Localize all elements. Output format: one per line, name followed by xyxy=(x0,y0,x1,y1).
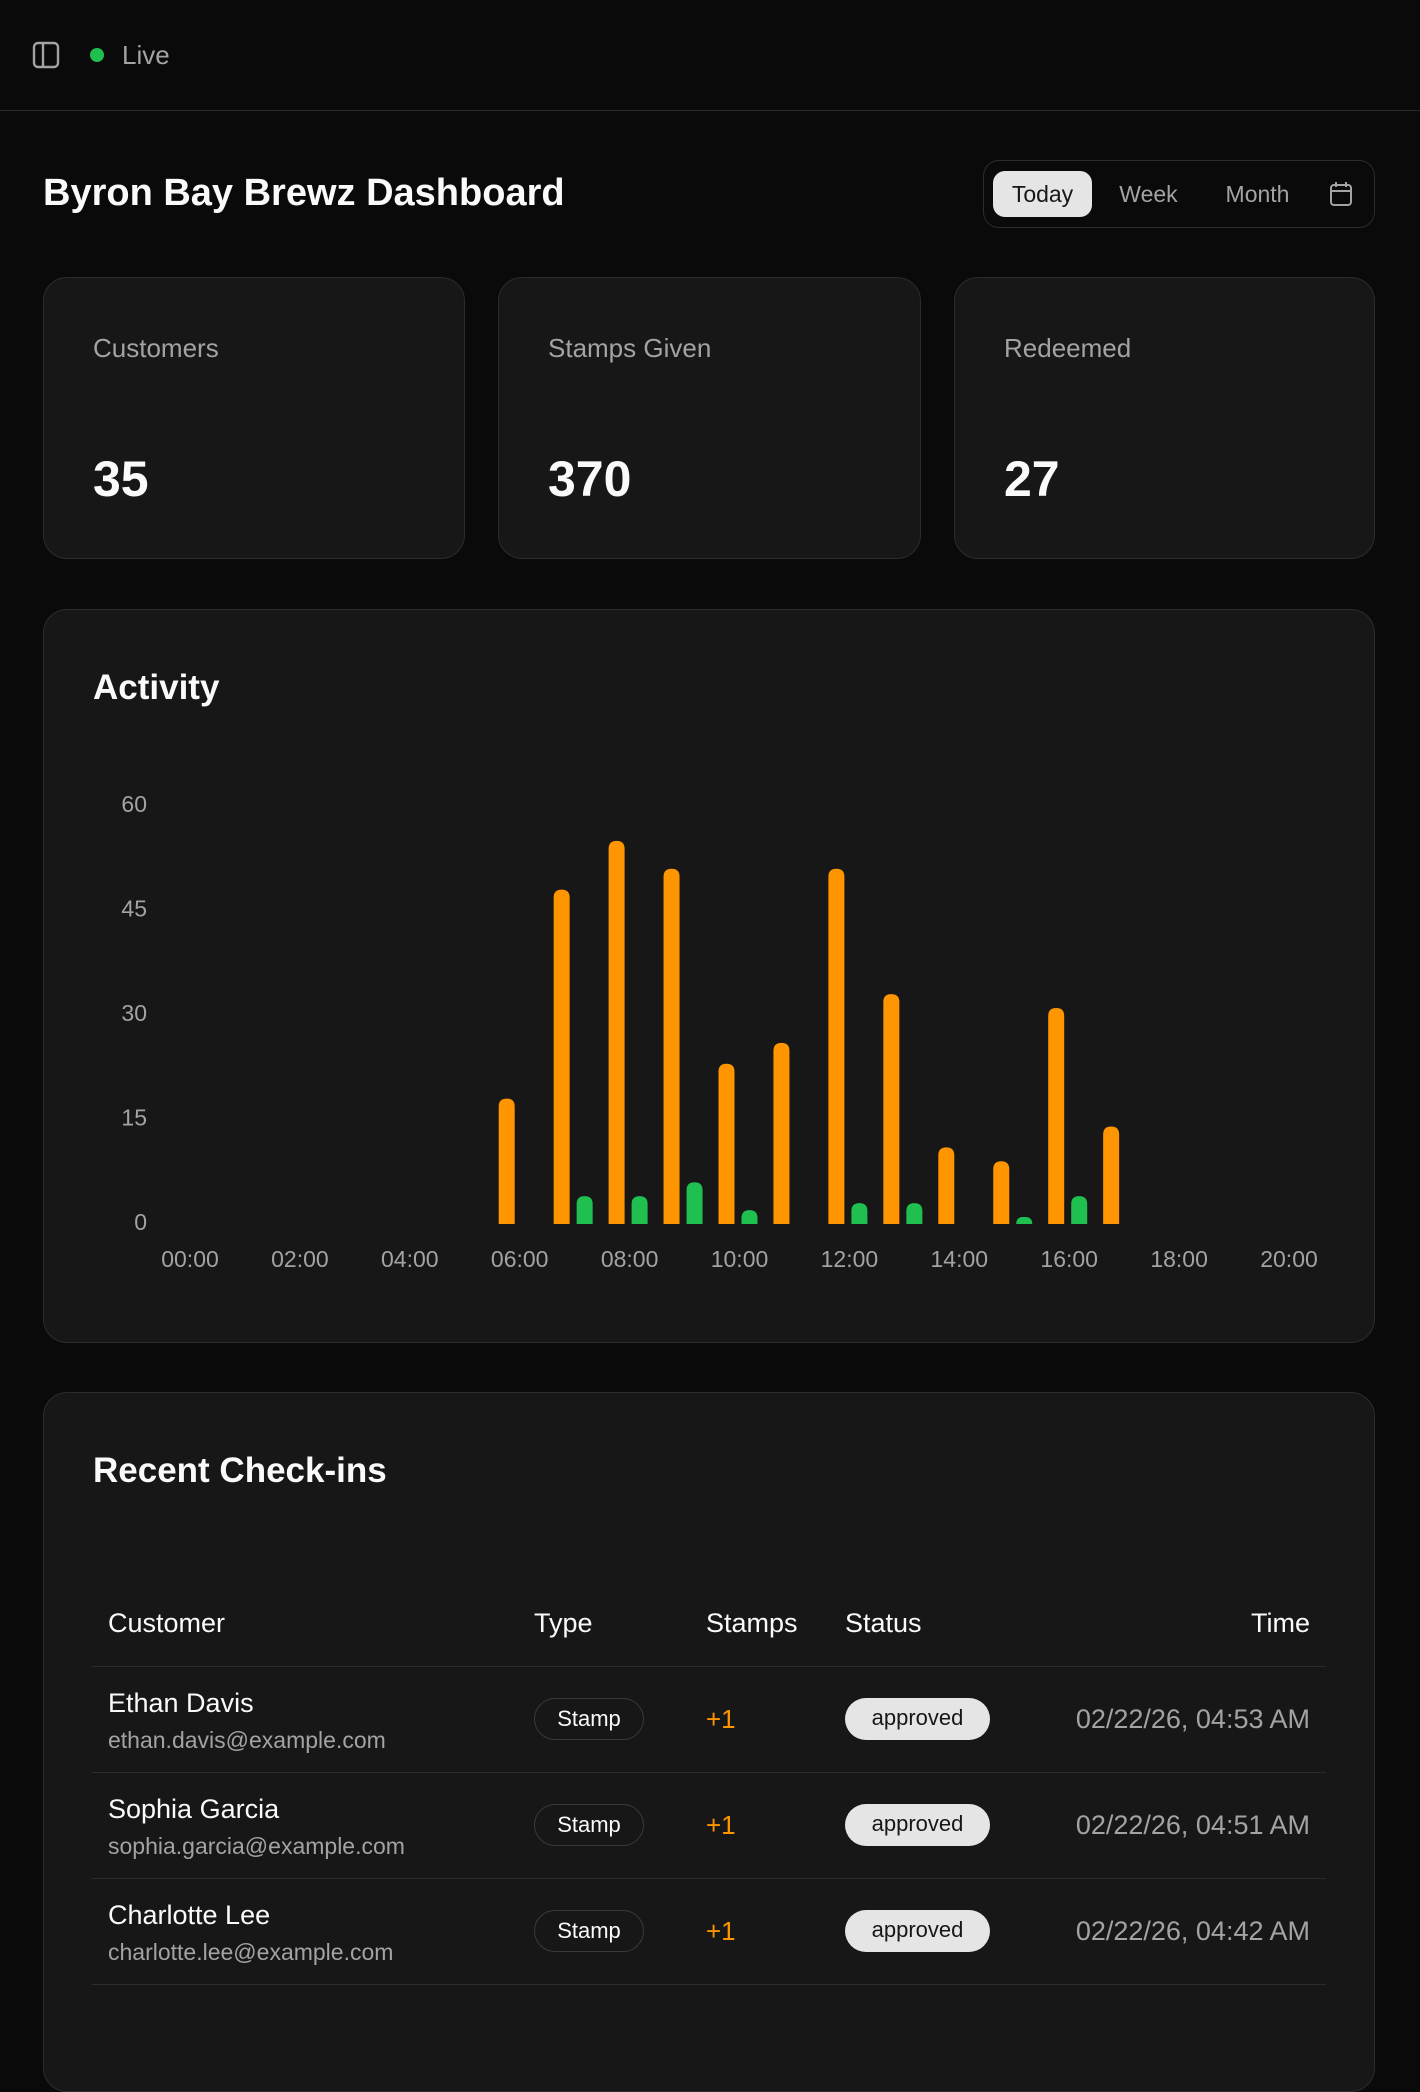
customer-name: Ethan Davis xyxy=(108,1688,254,1718)
bar xyxy=(1071,1196,1088,1224)
y-tick-label: 60 xyxy=(121,791,147,817)
x-tick-label: 08:00 xyxy=(601,1246,659,1272)
top-bar: Live xyxy=(0,0,1420,111)
stat-label: Redeemed xyxy=(1004,333,1132,363)
bar xyxy=(608,840,625,1224)
bar xyxy=(553,889,570,1224)
column-header: Time xyxy=(1251,1608,1310,1638)
bar xyxy=(498,1098,515,1224)
bar xyxy=(773,1042,790,1224)
y-tick-label: 30 xyxy=(121,1000,147,1026)
range-tab[interactable]: Today xyxy=(993,171,1092,217)
checkin-time: 02/22/26, 04:42 AM xyxy=(1075,1916,1310,1946)
x-tick-label: 14:00 xyxy=(931,1246,989,1272)
row-separator xyxy=(92,1772,1326,1773)
x-tick-label: 12:00 xyxy=(821,1246,879,1272)
status-chip: approved xyxy=(845,1910,990,1952)
dashboard-title: Byron Bay Brewz Dashboard xyxy=(43,172,565,214)
type-chip: Stamp xyxy=(534,1910,644,1952)
activity-chart: 0 15 30 45 60 00:00 02:00 04:00 06:00 08:00 10:00 1… xyxy=(121,791,1318,1272)
stamps-count: +1 xyxy=(706,1810,736,1840)
x-tick-label: 06:00 xyxy=(491,1246,549,1272)
column-header: Stamps xyxy=(706,1608,798,1638)
row-separator xyxy=(92,1984,1326,1985)
calendar-button[interactable] xyxy=(1329,181,1353,207)
stamps-count: +1 xyxy=(706,1704,736,1734)
column-header: Status xyxy=(845,1608,922,1638)
bar xyxy=(938,1147,955,1224)
live-dot xyxy=(90,48,104,62)
x-tick-label: 18:00 xyxy=(1150,1246,1208,1272)
bar xyxy=(576,1196,593,1224)
bar xyxy=(1048,1008,1065,1224)
stat-value: 35 xyxy=(93,451,149,507)
status-chip: approved xyxy=(845,1698,990,1740)
checkins-title: Recent Check-ins xyxy=(93,1451,387,1490)
bar xyxy=(906,1203,923,1224)
checkin-time: 02/22/26, 04:51 AM xyxy=(1075,1810,1310,1840)
stat-label: Stamps Given xyxy=(548,333,712,363)
status-chip: approved xyxy=(845,1804,990,1846)
column-header: Type xyxy=(534,1608,593,1638)
x-tick-label: 00:00 xyxy=(161,1246,219,1272)
row-separator xyxy=(92,1878,1326,1879)
y-tick-label: 15 xyxy=(121,1105,147,1131)
activity-card: Activity 0 15 30 45 60 00:00 02:00 04:00 06:00 08… xyxy=(43,609,1375,1343)
stamps-count: +1 xyxy=(706,1916,736,1946)
range-tab[interactable]: Month xyxy=(1225,181,1290,207)
stat-card: Redeemed 27 xyxy=(954,277,1375,559)
stat-value: 370 xyxy=(548,451,632,507)
bar xyxy=(1016,1217,1033,1224)
live-status: Live xyxy=(122,40,170,70)
type-chip: Stamp xyxy=(534,1698,644,1740)
stat-card: Customers 35 xyxy=(43,277,465,559)
bar xyxy=(851,1203,868,1224)
chart-title: Activity xyxy=(93,668,220,707)
bar xyxy=(686,1182,703,1224)
bar xyxy=(741,1210,758,1224)
customer-name: Charlotte Lee xyxy=(108,1900,271,1930)
bar xyxy=(663,868,680,1224)
x-tick-label: 16:00 xyxy=(1040,1246,1098,1272)
row-separator xyxy=(92,1666,1326,1667)
checkins-card: Recent Check-ins xyxy=(43,1392,1375,2092)
y-tick-label: 45 xyxy=(121,896,147,922)
x-tick-label: 04:00 xyxy=(381,1246,439,1272)
bar xyxy=(1103,1126,1120,1224)
stat-label: Customers xyxy=(93,333,219,363)
bar xyxy=(993,1161,1010,1224)
y-tick-label: 0 xyxy=(134,1209,147,1235)
bar xyxy=(631,1196,648,1224)
checkin-time: 02/22/26, 04:53 AM xyxy=(1075,1704,1310,1734)
stat-card: Stamps Given 370 xyxy=(498,277,921,559)
range-tab[interactable]: Week xyxy=(1119,181,1178,207)
x-tick-label: 20:00 xyxy=(1260,1246,1318,1272)
sidebar-toggle[interactable] xyxy=(32,41,60,69)
x-tick-label: 02:00 xyxy=(271,1246,329,1272)
bar xyxy=(883,994,900,1224)
bar xyxy=(718,1063,735,1224)
stat-value: 27 xyxy=(1004,451,1060,507)
x-tick-label: 10:00 xyxy=(711,1246,769,1272)
range-tabs xyxy=(983,160,1375,228)
type-chip: Stamp xyxy=(534,1804,644,1846)
customer-email: ethan.davis@example.com xyxy=(108,1727,386,1753)
column-header: Customer xyxy=(108,1608,226,1638)
customer-email: sophia.garcia@example.com xyxy=(108,1833,405,1859)
customer-name: Sophia Garcia xyxy=(108,1794,280,1824)
customer-email: charlotte.lee@example.com xyxy=(108,1939,394,1965)
bar xyxy=(828,868,845,1224)
